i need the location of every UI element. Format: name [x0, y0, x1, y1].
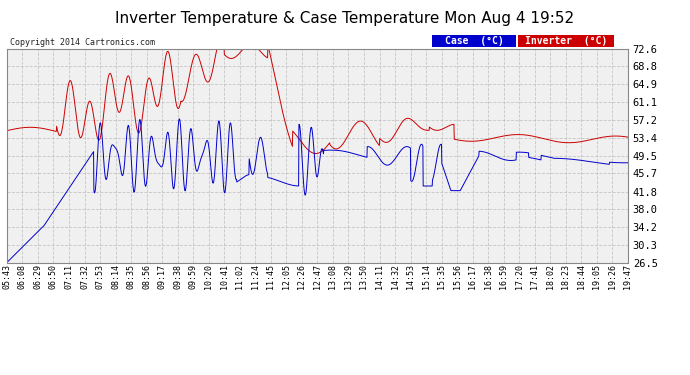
- FancyBboxPatch shape: [518, 35, 614, 46]
- Text: Inverter Temperature & Case Temperature Mon Aug 4 19:52: Inverter Temperature & Case Temperature …: [115, 11, 575, 26]
- Text: Copyright 2014 Cartronics.com: Copyright 2014 Cartronics.com: [10, 38, 155, 46]
- FancyBboxPatch shape: [432, 35, 516, 46]
- Text: Case  (°C): Case (°C): [444, 36, 503, 46]
- Text: Inverter  (°C): Inverter (°C): [524, 36, 607, 46]
